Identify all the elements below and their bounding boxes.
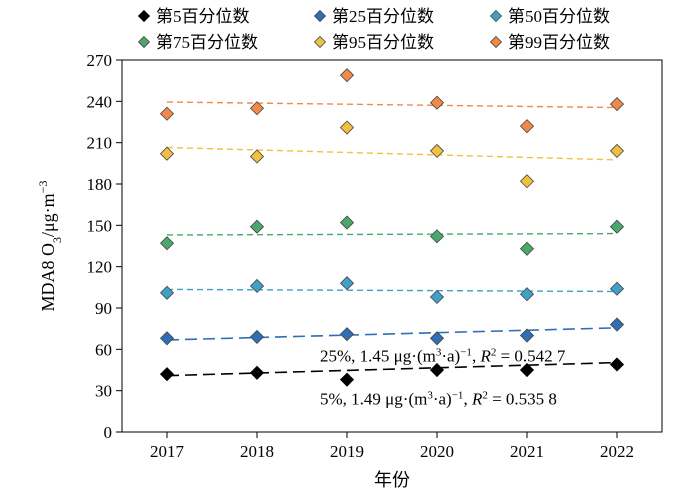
y-tick-label: 90 [95, 299, 112, 318]
legend-item: 第75百分位数 [137, 33, 258, 52]
y-tick-label: 30 [95, 382, 112, 401]
data-point [609, 143, 625, 158]
data-point [249, 101, 265, 116]
y-tick-label: 210 [87, 134, 113, 153]
data-point [429, 95, 445, 110]
data-point [159, 367, 175, 382]
legend-label: 第95百分位数 [332, 33, 434, 52]
legend-item: 第25百分位数 [313, 7, 434, 26]
data-point [519, 174, 535, 189]
x-tick-label: 2021 [510, 442, 544, 461]
legend-marker [313, 35, 327, 49]
data-point [249, 365, 265, 380]
data-point [159, 146, 175, 161]
y-axis-title: MDA8 O3/μg·m−3 [36, 181, 64, 312]
data-point [519, 362, 535, 378]
data-point [249, 219, 265, 234]
y-tick-label: 240 [87, 92, 113, 111]
trend-line [166, 232, 618, 236]
legend-label: 第75百分位数 [156, 33, 258, 52]
trend-line [166, 146, 618, 161]
trend-line [166, 361, 618, 377]
x-tick-label: 2022 [600, 442, 634, 461]
legend-marker [137, 35, 151, 49]
data-point [249, 149, 265, 164]
legend-item: 第99百分位数 [489, 33, 610, 52]
data-point [159, 331, 175, 346]
data-point [339, 276, 355, 291]
data-point [429, 331, 445, 346]
plot-area [121, 59, 663, 433]
x-tick-label: 2018 [240, 442, 274, 461]
data-point [429, 362, 445, 378]
data-point [339, 68, 355, 83]
data-point [609, 317, 625, 332]
data-point [339, 372, 355, 387]
data-point [429, 229, 445, 244]
y-tick-label: 0 [104, 423, 113, 442]
data-point [249, 278, 265, 294]
legend-label: 第25百分位数 [332, 7, 434, 26]
x-tick-label: 2017 [150, 442, 185, 461]
data-point [159, 285, 175, 300]
legend-label: 第5百分位数 [156, 7, 250, 26]
data-point [609, 219, 625, 234]
data-point [429, 143, 445, 158]
data-point [339, 327, 355, 342]
y-tick-label: 180 [87, 175, 113, 194]
legend-marker [489, 35, 503, 49]
legend-item: 第5百分位数 [137, 7, 250, 26]
trend-line [166, 327, 618, 341]
data-point [249, 329, 265, 344]
data-point [339, 120, 355, 135]
legend-marker [489, 9, 503, 23]
legend-label: 第50百分位数 [508, 7, 610, 26]
legend-marker [313, 9, 327, 23]
regression-annotation: 5%, 1.49 μg·(m3·a)−1, R2 = 0.535 8 [320, 389, 557, 408]
x-tick-label: 2019 [330, 442, 364, 461]
legend-item: 第50百分位数 [489, 7, 610, 26]
data-point [339, 215, 355, 230]
data-point [519, 287, 535, 302]
y-tick-label: 120 [87, 258, 113, 277]
legend-label: 第99百分位数 [508, 33, 610, 52]
data-point [519, 119, 535, 134]
y-tick-label: 60 [95, 340, 112, 359]
regression-annotation: 25%, 1.45 μg·(m3·a)−1, R2 = 0.542 7 [320, 347, 566, 366]
data-point [159, 236, 175, 251]
trend-line [166, 101, 618, 109]
data-point [519, 328, 535, 343]
data-point [609, 357, 625, 372]
data-point [429, 289, 445, 305]
legend-item: 第95百分位数 [313, 33, 434, 52]
data-point [519, 241, 535, 256]
data-point [609, 281, 625, 296]
trend-line [166, 288, 618, 293]
y-tick-label: 150 [87, 216, 113, 235]
x-axis-title: 年份 [374, 470, 410, 490]
y-tick-label: 270 [87, 51, 113, 70]
data-point [609, 97, 625, 112]
legend-marker [137, 9, 151, 23]
data-point [159, 106, 175, 121]
x-tick-label: 2020 [420, 442, 454, 461]
